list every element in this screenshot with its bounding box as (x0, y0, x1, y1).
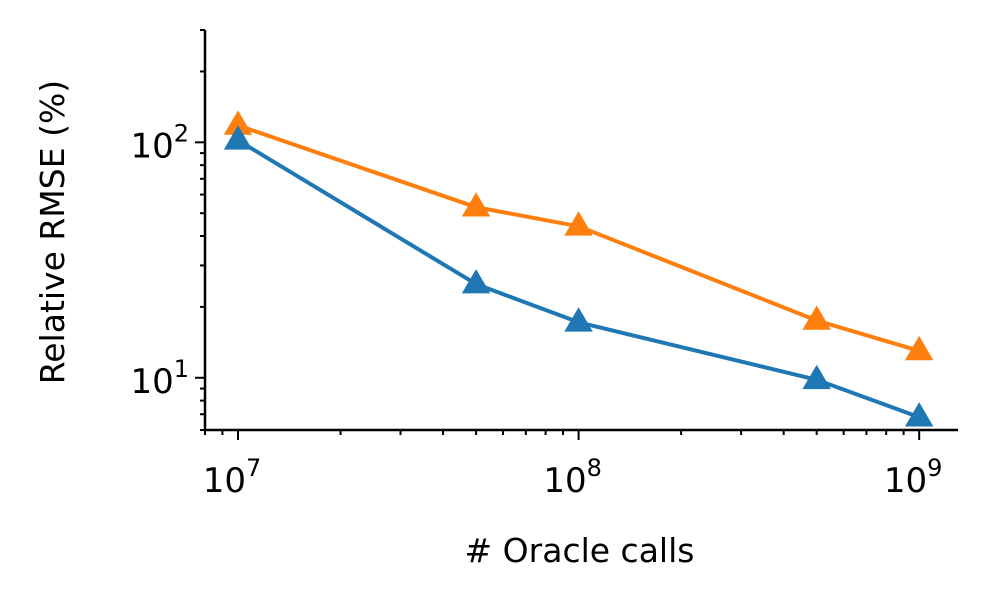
data-point-triangle (461, 192, 491, 217)
x-axis-label: # Oracle calls (465, 531, 695, 570)
x-tick-label: 107 (203, 454, 262, 501)
y-tick-exponent: 1 (174, 355, 189, 383)
data-point-triangle (564, 211, 593, 236)
x-tick-base: 10 (203, 461, 246, 501)
data-point-triangle (904, 335, 934, 361)
data-point-triangle (802, 305, 831, 330)
y-axis-label: Relative RMSE (%) (33, 80, 72, 384)
data-point-triangle (223, 110, 253, 135)
x-tick-base: 10 (884, 461, 927, 501)
x-tick-exponent: 9 (927, 454, 942, 482)
x-tick-exponent: 8 (587, 454, 602, 482)
data-point-triangle (223, 125, 253, 150)
y-tick-exponent: 2 (174, 119, 189, 147)
data-point-triangle (564, 307, 593, 332)
data-point-triangle (802, 364, 831, 390)
x-tick-exponent: 7 (246, 454, 261, 482)
y-tick-base: 10 (130, 126, 173, 166)
x-tick-base: 10 (543, 461, 586, 501)
x-tick-label: 109 (884, 454, 943, 501)
x-tick-label: 108 (543, 454, 602, 501)
y-tick-label: 101 (130, 355, 189, 402)
y-tick-label: 102 (130, 119, 189, 166)
data-point-triangle (461, 269, 491, 294)
series-layer (223, 110, 934, 427)
y-tick-base: 10 (130, 362, 173, 402)
data-point-triangle (904, 402, 934, 427)
